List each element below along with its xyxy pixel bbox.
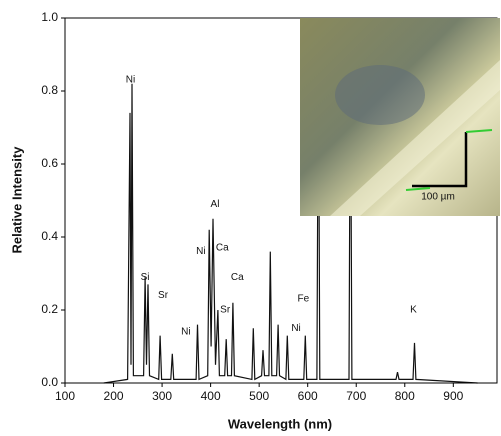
scale-label: 100 µm — [421, 192, 455, 203]
y-tick-label: 0.6 — [41, 156, 58, 170]
peak-label: Fe — [297, 294, 309, 305]
peak-label: Sr — [158, 290, 169, 301]
y-tick-label: 0.2 — [41, 302, 58, 316]
peak-label: Ni — [181, 327, 190, 338]
y-axis-label: Relative Intensity — [9, 146, 24, 254]
x-tick-label: 400 — [201, 389, 221, 403]
peak-label: Al — [211, 199, 220, 210]
peak-label: Ni — [126, 75, 135, 86]
x-tick-label: 800 — [395, 389, 415, 403]
x-axis-label: Wavelength (nm) — [228, 416, 332, 431]
x-tick-label: 900 — [443, 389, 463, 403]
peak-label: Si — [141, 272, 150, 283]
x-tick-label: 100 — [55, 389, 75, 403]
inset-shade — [335, 65, 425, 125]
peak-label: Ca — [216, 243, 229, 254]
inset-streak — [330, 60, 500, 216]
inset-photo: 100 µm — [300, 18, 500, 216]
y-tick-label: 0.4 — [41, 229, 58, 243]
x-tick-label: 300 — [152, 389, 172, 403]
x-tick-label: 500 — [249, 389, 269, 403]
peak-label: Ni — [291, 323, 300, 334]
y-tick-label: 0.8 — [41, 83, 58, 97]
peak-label: K — [410, 305, 417, 316]
x-tick-label: 600 — [298, 389, 318, 403]
scale-marker — [465, 129, 493, 133]
y-tick-label: 1.0 — [41, 10, 58, 24]
x-tick-label: 700 — [346, 389, 366, 403]
peak-label: Ni — [196, 246, 205, 257]
y-tick-label: 0.0 — [41, 375, 58, 389]
scale-marker — [405, 187, 431, 191]
peak-label: Sr — [220, 305, 231, 316]
peak-label: Ca — [231, 272, 244, 283]
x-tick-label: 200 — [104, 389, 124, 403]
scale-bar — [412, 132, 468, 188]
